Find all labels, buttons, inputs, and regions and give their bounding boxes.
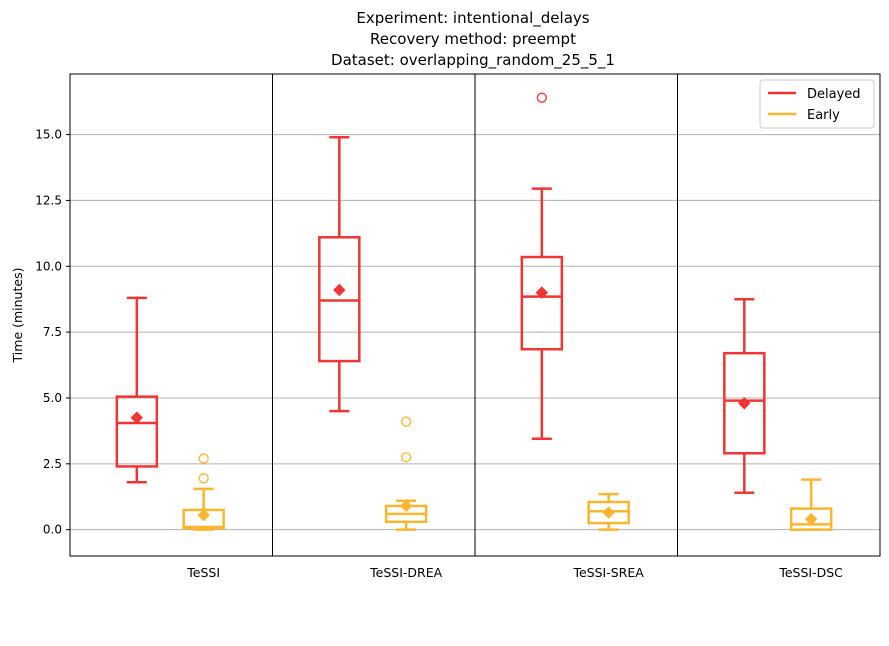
y-axis-label: Time (minutes) [10,268,25,364]
box-early-1 [384,416,428,531]
y-tick-label: 7.5 [43,325,62,339]
plot-frame [69,73,881,557]
mean-marker [738,397,751,410]
legend-label-delayed: Delayed [807,87,861,102]
y-tick-label: 5.0 [43,391,62,405]
box-iqr [789,507,833,531]
y-tick-label: 15.0 [35,128,62,142]
mean-marker [535,286,549,299]
category-label: TeSSI-SREA [572,565,644,580]
y-tick-label: 0.0 [43,523,62,537]
y-tick-label: 12.5 [35,193,62,207]
category-label: TeSSI-DSC [778,565,843,580]
category-label: TeSSI [186,565,220,580]
category-label: TeSSI-DREA [369,565,442,580]
outlier-point [536,92,547,103]
mean-marker [130,411,144,424]
box-delayed-3 [723,297,766,495]
outlier-point [400,452,412,463]
title-line-1: Experiment: intentional_delays [356,9,589,28]
box-early-0 [182,453,225,531]
box-delayed-0 [115,296,159,484]
box-early-2 [587,492,630,531]
outlier-point [198,453,209,464]
outlier-point [198,473,209,484]
title-line-3: Dataset: overlapping_random_25_5_1 [331,51,615,70]
mean-marker [804,512,818,526]
legend-label-early: Early [807,108,840,123]
box-iqr [318,236,361,363]
boxes [115,92,833,531]
y-tick-label: 2.5 [43,457,62,471]
box-iqr [115,395,159,468]
title-line-2: Recovery method: preempt [370,30,576,48]
box-early-3 [789,478,833,531]
mean-marker [602,506,615,519]
category-dividers [272,74,678,556]
box-delayed-2 [520,92,564,441]
box-delayed-1 [318,135,361,413]
mean-marker [333,283,346,297]
y-tick-label: 10.0 [35,259,62,273]
box-iqr [587,500,630,525]
box-iqr [520,255,564,351]
legend: Delayed Early [759,79,875,129]
chart-title: Experiment: intentional_delays Recovery … [331,9,615,70]
outlier-point [400,416,412,427]
y-axis-ticks: 0.0 2.5 5.0 7.5 10.0 12.5 15.0 [35,128,70,537]
x-axis-category-labels: TeSSI TeSSI-DREA TeSSI-SREA TeSSI-DSC [186,565,843,580]
mean-marker [399,499,413,513]
mean-marker [197,508,210,522]
box-iqr [723,351,766,455]
